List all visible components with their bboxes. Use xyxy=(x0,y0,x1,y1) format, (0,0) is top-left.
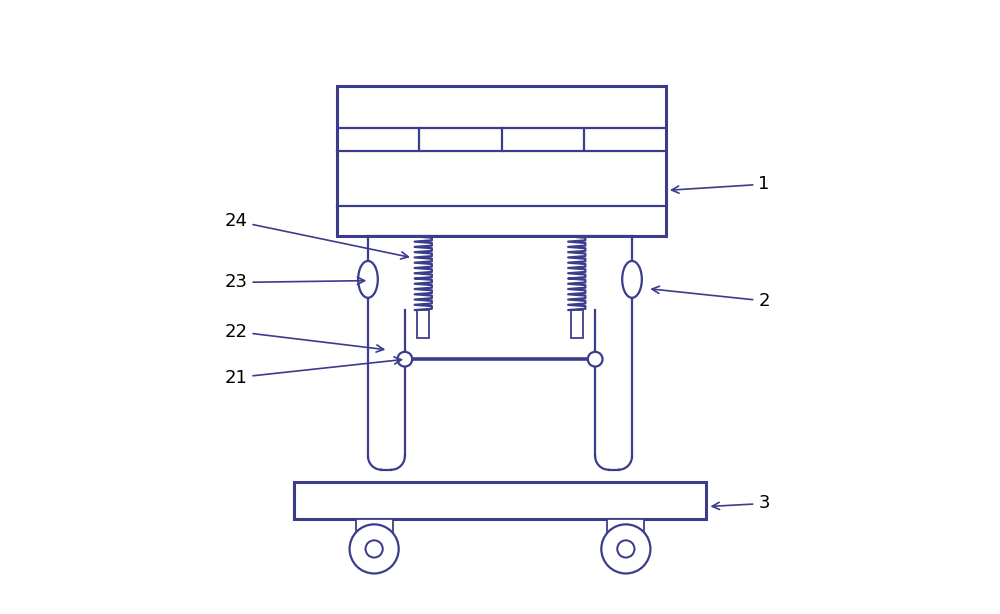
Text: 3: 3 xyxy=(712,494,770,513)
Text: 2: 2 xyxy=(652,286,770,310)
Text: 24: 24 xyxy=(224,212,408,259)
Text: 1: 1 xyxy=(672,175,770,193)
Ellipse shape xyxy=(358,261,378,298)
Text: 21: 21 xyxy=(225,357,401,387)
Bar xyxy=(356,519,393,534)
Bar xyxy=(607,519,644,534)
Circle shape xyxy=(350,524,399,573)
Circle shape xyxy=(617,540,634,558)
Text: 22: 22 xyxy=(224,322,384,352)
Text: 23: 23 xyxy=(224,273,365,292)
Ellipse shape xyxy=(622,261,642,298)
Bar xyxy=(417,310,429,338)
Bar xyxy=(571,310,583,338)
Bar xyxy=(337,86,666,236)
Circle shape xyxy=(397,352,412,367)
Bar xyxy=(294,482,706,519)
Circle shape xyxy=(601,524,650,573)
Circle shape xyxy=(366,540,383,558)
Circle shape xyxy=(588,352,603,367)
